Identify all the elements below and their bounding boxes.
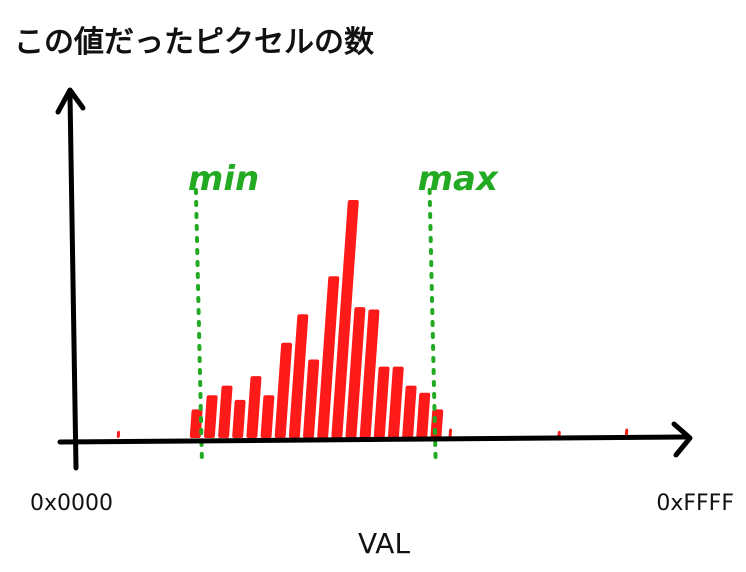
histogram-bar bbox=[448, 428, 453, 438]
x-axis-line bbox=[57, 434, 689, 445]
histogram-bar bbox=[359, 309, 380, 438]
histogram-bar bbox=[274, 342, 293, 438]
histogram-bar bbox=[430, 409, 444, 438]
histogram-bar bbox=[246, 376, 262, 439]
bars-layer bbox=[116, 200, 629, 439]
histogram-bar bbox=[331, 200, 359, 438]
histogram-bar bbox=[416, 392, 431, 438]
histogram-bar bbox=[388, 366, 404, 439]
min-marker-label: min bbox=[188, 159, 259, 199]
min-marker-line bbox=[193, 188, 204, 462]
histogram-bar bbox=[218, 385, 233, 439]
histogram-bar bbox=[116, 430, 121, 438]
histogram-bar bbox=[203, 395, 218, 439]
markers-layer: min max bbox=[188, 159, 499, 462]
y-axis-arrowhead bbox=[55, 87, 86, 115]
histogram-bar bbox=[317, 276, 340, 439]
histogram-bar bbox=[288, 314, 309, 439]
x-axis-arrowhead bbox=[671, 421, 693, 458]
y-axis-line bbox=[67, 92, 79, 471]
histogram-bar bbox=[373, 366, 390, 439]
histogram-bar bbox=[303, 359, 320, 438]
histogram-bar bbox=[345, 307, 366, 438]
histogram-bar bbox=[260, 395, 275, 439]
x-tick-label-end: 0xFFFF bbox=[656, 491, 734, 516]
x-tick-label-start: 0x0000 bbox=[30, 491, 113, 516]
histogram-bar bbox=[232, 399, 246, 438]
histogram-bar bbox=[402, 385, 417, 439]
x-axis-label: VAL bbox=[358, 527, 411, 560]
max-marker-label: max bbox=[418, 159, 499, 199]
max-marker-line bbox=[427, 188, 438, 462]
chart-title: この値だったピクセルの数 bbox=[14, 25, 375, 60]
